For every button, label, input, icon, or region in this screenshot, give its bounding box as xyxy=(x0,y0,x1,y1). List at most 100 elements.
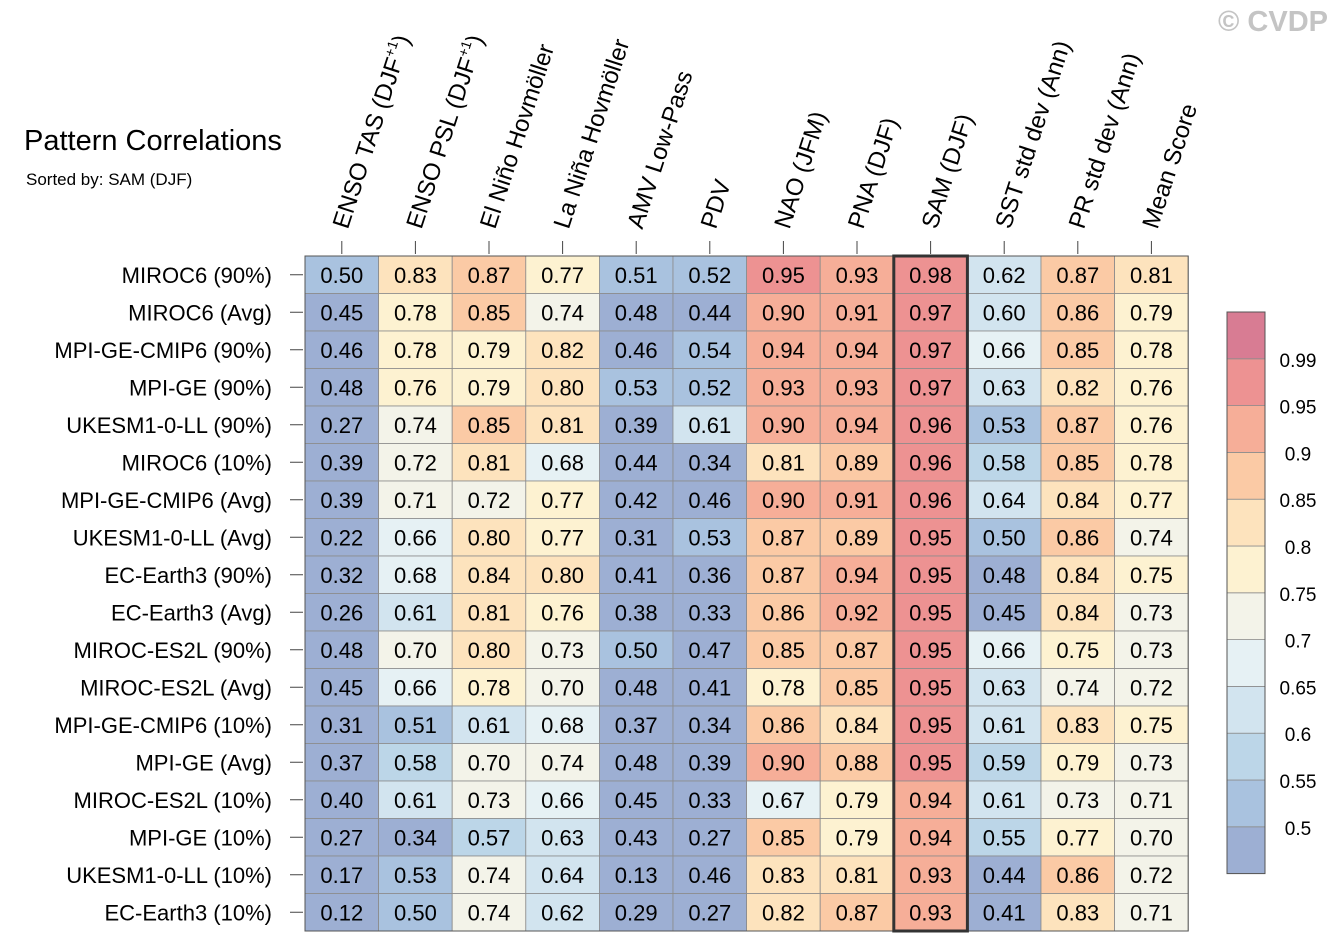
heatmap-cell xyxy=(1040,780,1115,819)
heatmap-cell xyxy=(672,818,747,857)
cell-value-label: 0.85 xyxy=(468,300,511,325)
row-label: MIROC-ES2L (90%) xyxy=(74,638,272,663)
heatmap-cell xyxy=(1114,555,1189,594)
heatmap-cell xyxy=(525,405,600,444)
colorbar-segment xyxy=(1226,826,1266,874)
row-labels: MIROC6 (90%) MIROC6 (Avg) MPI-GE-CMIP6 (90… xyxy=(54,263,272,926)
heatmap-cell xyxy=(378,255,453,294)
heatmap-cell xyxy=(451,668,527,707)
colorbar-tick-label: 0.9 xyxy=(1285,444,1311,465)
heatmap-cell xyxy=(525,330,600,369)
heatmap-cell xyxy=(746,630,821,669)
cell-value-label: 0.79 xyxy=(468,375,511,400)
row-label: MIROC6 (90%) xyxy=(122,263,272,288)
heatmap-cell xyxy=(599,293,674,332)
heatmap-cell xyxy=(378,668,453,707)
cell-value-label: 0.34 xyxy=(688,713,731,738)
cell-value-label: 0.95 xyxy=(909,713,952,738)
cell-value-label: 0.83 xyxy=(1056,900,1099,925)
colorbar-segment xyxy=(1226,311,1266,360)
cell-value-label: 0.55 xyxy=(983,825,1026,850)
cell-value-label: 0.66 xyxy=(983,638,1026,663)
cell-value-label: 0.97 xyxy=(909,375,952,400)
heatmap-cell xyxy=(304,405,379,444)
column-label: NAO (JFM) xyxy=(769,108,832,232)
cell-value-label: 0.44 xyxy=(688,300,731,325)
cell-value-label: 0.80 xyxy=(468,525,511,550)
cell-value-label: 0.90 xyxy=(762,413,805,438)
heatmap-cell xyxy=(525,555,600,594)
heatmap-cell xyxy=(599,443,674,482)
copyright-label: © CVDP xyxy=(1218,6,1328,38)
cell-value-label: 0.68 xyxy=(541,713,584,738)
heatmap-cell xyxy=(819,593,895,632)
heatmap-cell xyxy=(304,330,379,369)
cell-value-label: 0.22 xyxy=(320,525,363,550)
cell-value-label: 0.94 xyxy=(836,338,879,363)
cell-value-label: 0.83 xyxy=(394,263,437,288)
cell-value-label: 0.39 xyxy=(688,750,731,775)
heatmap-cell xyxy=(746,705,821,744)
heatmap-cell xyxy=(451,630,527,669)
cell-value-label: 0.46 xyxy=(320,338,363,363)
cell-value-label: 0.62 xyxy=(541,900,584,925)
heatmap-cell xyxy=(451,705,527,744)
cell-value-label: 0.54 xyxy=(688,338,731,363)
cell-value-label: 0.96 xyxy=(909,450,952,475)
heatmap-cell xyxy=(304,368,379,407)
cell-value-label: 0.52 xyxy=(688,375,731,400)
heatmap-cell xyxy=(1114,405,1189,444)
cell-value-label: 0.51 xyxy=(615,263,658,288)
cell-value-label: 0.94 xyxy=(836,413,879,438)
cell-value-label: 0.42 xyxy=(615,488,658,513)
cell-value-label: 0.74 xyxy=(468,900,511,925)
cell-value-label: 0.74 xyxy=(541,300,584,325)
cell-value-label: 0.63 xyxy=(983,375,1026,400)
cell-value-label: 0.95 xyxy=(762,263,805,288)
cell-value-label: 0.29 xyxy=(615,900,658,925)
heatmap-cell xyxy=(1040,893,1115,932)
cell-value-label: 0.77 xyxy=(1130,488,1173,513)
heatmap-cell xyxy=(599,368,674,407)
cell-value-label: 0.34 xyxy=(688,450,731,475)
cell-value-label: 0.78 xyxy=(394,338,437,363)
heatmap-cell xyxy=(893,518,968,557)
heatmap-cell xyxy=(599,555,674,594)
cell-value-label: 0.78 xyxy=(468,675,511,700)
colorbar-segment xyxy=(1226,686,1266,734)
cell-value-label: 0.62 xyxy=(983,263,1026,288)
heatmap-cell xyxy=(378,593,453,632)
cell-value-label: 0.81 xyxy=(468,450,511,475)
cell-value-label: 0.71 xyxy=(1130,788,1173,813)
heatmap-cell xyxy=(451,743,527,782)
heatmap-cell xyxy=(967,443,1042,482)
cell-value-label: 0.79 xyxy=(836,788,879,813)
heatmap-cell xyxy=(746,293,821,332)
cell-value-label: 0.86 xyxy=(1056,300,1099,325)
cell-value-label: 0.46 xyxy=(688,488,731,513)
cell-value-label: 0.45 xyxy=(320,300,363,325)
colorbar: 0.5 0.55 0.6 0.65 0.7 0.75 0.8 0.85 0.9 0.95 0.99 xyxy=(1226,311,1316,875)
cell-value-label: 0.36 xyxy=(688,563,731,588)
cell-value-label: 0.61 xyxy=(394,600,437,625)
cell-value-label: 0.93 xyxy=(909,863,952,888)
heatmap-cell xyxy=(378,818,453,857)
cell-value-label: 0.75 xyxy=(1056,638,1099,663)
cell-value-label: 0.68 xyxy=(541,450,584,475)
cell-value-label: 0.27 xyxy=(688,825,731,850)
heatmap-cell xyxy=(1040,443,1115,482)
cell-value-label: 0.73 xyxy=(541,638,584,663)
cell-value-label: 0.95 xyxy=(909,638,952,663)
cell-value-label: 0.97 xyxy=(909,338,952,363)
cell-value-label: 0.27 xyxy=(688,900,731,925)
heatmap-cell xyxy=(893,668,968,707)
cell-value-label: 0.70 xyxy=(541,675,584,700)
cell-value-label: 0.76 xyxy=(541,600,584,625)
colorbar-segment xyxy=(1226,498,1266,547)
cell-value-label: 0.17 xyxy=(320,863,363,888)
cell-value-label: 0.31 xyxy=(615,525,658,550)
cell-value-label: 0.51 xyxy=(394,713,437,738)
row-label: MPI-GE (90%) xyxy=(129,375,272,400)
heatmap-cell xyxy=(672,743,747,782)
colorbar-segment xyxy=(1226,545,1266,594)
